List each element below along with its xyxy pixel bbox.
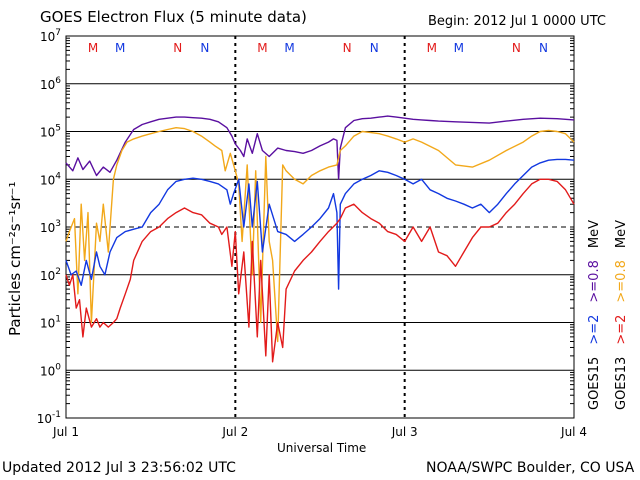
legend-entry: >=0.8 [614,260,629,303]
y-tick-label: 102 [40,267,61,283]
y-axis-label: Particles cm⁻²s⁻¹sr⁻¹ [6,181,24,336]
event-marker: N [539,41,548,55]
y-tick-label: 101 [40,315,61,331]
series-lines [65,115,575,363]
series-line-0 [65,115,575,181]
legend-entry: MeV [614,220,629,249]
x-tick-label: Jul 4 [560,425,587,439]
x-tick-label: Jul 3 [391,425,418,439]
legend-entry: >=2 [587,314,602,345]
y-tick-label: 100 [40,362,61,378]
x-tick-label: Jul 2 [221,425,248,439]
gridlines [66,37,574,405]
event-marker: M [284,41,294,55]
y-tick-label: 10-1 [37,410,61,426]
y-tick-label: 107 [40,28,61,44]
legend-entry: GOES13 [614,356,629,410]
x-tick-label: Jul 1 [52,425,79,439]
legend-entry: >=2 [614,314,629,345]
y-tick-label: 105 [40,124,61,140]
event-marker: M [454,41,464,55]
event-marker: M [88,41,98,55]
event-marker: M [115,41,125,55]
event-marker: N [173,41,182,55]
y-tick-label: 106 [40,76,61,92]
event-marker: M [427,41,437,55]
event-marker: M [257,41,267,55]
y-tick-label: 104 [40,171,61,187]
series-line-1 [65,126,575,343]
series-line-3 [65,178,575,363]
source-credit: NOAA/SWPC Boulder, CO USA [426,460,635,476]
legend-goes13: GOES13 >=2 >=0.8 MeV [614,208,629,410]
begin-time: Begin: 2012 Jul 1 0000 UTC [428,14,606,29]
day-dividers [234,36,406,418]
x-tick-labels: Jul 1 Jul 2 Jul 3 Jul 4 [52,425,587,439]
series-line-2 [65,158,575,290]
y-tick-label: 103 [40,219,61,235]
updated-time: Updated 2012 Jul 3 23:56:02 UTC [2,460,236,476]
legend-entry: MeV [587,220,602,249]
x-axis-label: Universal Time [277,441,367,455]
y-tick-labels: 10-1 100 101 102 103 104 105 106 107 [37,28,62,426]
event-marker: N [370,41,379,55]
event-marker: N [512,41,521,55]
chart-title: GOES Electron Flux (5 minute data) [40,8,307,26]
legend-entry: GOES15 [587,356,602,410]
event-marker: N [343,41,352,55]
event-marker: N [200,41,209,55]
legend-goes15: GOES15 >=2 >=0.8 MeV [587,208,602,410]
legend-entry: >=0.8 [587,260,602,303]
